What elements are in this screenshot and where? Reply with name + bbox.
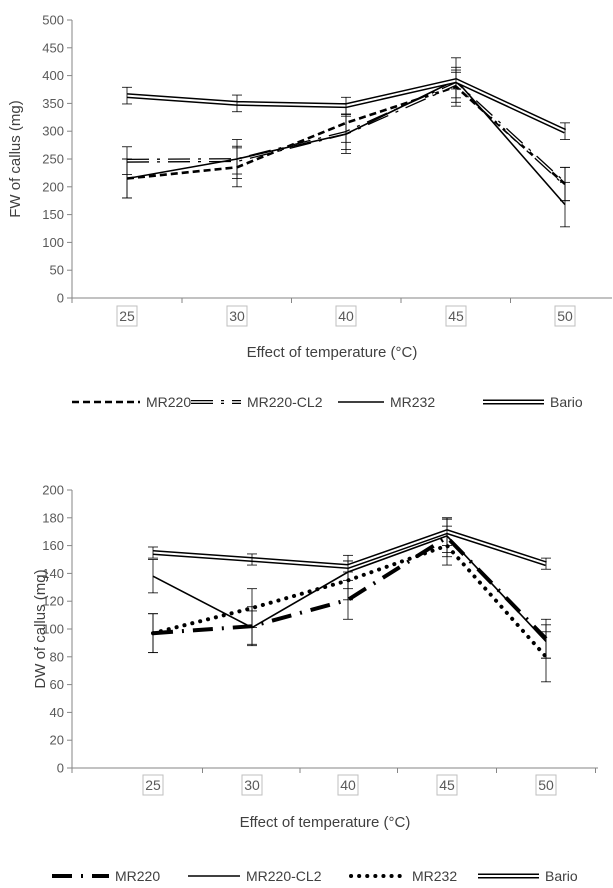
- legend-item: MR232: [349, 868, 457, 884]
- x-tick-label: 40: [338, 308, 354, 324]
- y-tick-label: 100: [42, 622, 64, 637]
- x-tick-label: 45: [439, 777, 455, 793]
- legend-label: Bario: [550, 394, 583, 410]
- x-tick-label: 25: [119, 308, 135, 324]
- y-tick-label: 60: [50, 677, 64, 692]
- y-tick-label: 20: [50, 733, 64, 748]
- y-tick-label: 100: [42, 235, 64, 250]
- legend: MR220 MR220-CL2 MR232 Bario: [72, 394, 583, 410]
- x-tick-box: [142, 774, 164, 796]
- series-mr220: [148, 517, 551, 659]
- y-tick-label: 120: [42, 594, 64, 609]
- y-axis-title: FW of callus (mg): [7, 100, 24, 218]
- y-tick-label: 0: [57, 291, 64, 306]
- x-tick-label: 45: [448, 308, 464, 324]
- x-tick-label: 40: [340, 777, 356, 793]
- x-tick-box: [554, 305, 576, 327]
- legend-item: MR220: [52, 868, 160, 884]
- x-tick-box: [226, 305, 248, 327]
- x-tick-label: 50: [557, 308, 573, 324]
- x-tick-box: [535, 774, 557, 796]
- y-tick-label: 250: [42, 152, 64, 167]
- legend-label: MR220-CL2: [247, 394, 323, 410]
- y-tick-label: 80: [50, 649, 64, 664]
- x-tick-label: 30: [229, 308, 245, 324]
- y-tick-label: 50: [50, 263, 64, 278]
- series-mr232: [122, 57, 570, 228]
- y-tick-label: 140: [42, 566, 64, 581]
- x-tick-box: [116, 305, 138, 327]
- series-mr220-cl2: [148, 518, 551, 659]
- legend-item: MR232: [338, 394, 435, 410]
- x-axis-title: Effect of temperature (°C): [240, 814, 411, 831]
- x-tick-box: [337, 774, 359, 796]
- legend-item: MR220: [72, 394, 191, 410]
- dw-chart: 0 20 40 60 80 100 120 140 160 180 200 25 30 40 45 50 Eff…: [32, 483, 598, 884]
- series-line: [151, 543, 548, 659]
- legend: MR220 MR220-CL2 MR232 Bario: [52, 868, 578, 884]
- legend-label: MR220-CL2: [246, 868, 322, 884]
- series-bario: [122, 71, 570, 140]
- y-tick-label: 0: [57, 761, 64, 776]
- legend-label: MR232: [412, 868, 457, 884]
- legend-item: Bario: [478, 868, 578, 884]
- legend-label: MR220: [115, 868, 160, 884]
- y-tick-label: 150: [42, 207, 64, 222]
- x-tick-box: [335, 305, 357, 327]
- x-tick-label: 30: [244, 777, 260, 793]
- y-tick-label: 450: [42, 40, 64, 55]
- y-axis-title: DW of callus (mg): [32, 569, 49, 688]
- legend-label: MR220: [146, 394, 191, 410]
- x-tick-box: [241, 774, 263, 796]
- y-tick-label: 400: [42, 68, 64, 83]
- x-axis-title: Effect of temperature (°C): [247, 344, 418, 361]
- legend-label: MR232: [390, 394, 435, 410]
- x-tick-label: 25: [145, 777, 161, 793]
- x-tick-label: 50: [538, 777, 554, 793]
- y-tick-label: 180: [42, 510, 64, 525]
- x-tick-box: [436, 774, 458, 796]
- legend-item: MR220-CL2: [188, 868, 322, 884]
- series-bario: [148, 517, 551, 573]
- y-tick-label: 300: [42, 124, 64, 139]
- fw-chart: 0 50 100 150 200 250 300 350 400 450 500 25 30 40 45 50…: [7, 13, 612, 410]
- y-tick-label: 160: [42, 538, 64, 553]
- series-mr232: [148, 525, 551, 683]
- y-tick-label: 500: [42, 13, 64, 28]
- y-tick-label: 200: [42, 179, 64, 194]
- y-tick-label: 40: [50, 705, 64, 720]
- legend-item: Bario: [483, 394, 583, 410]
- y-tick-label: 200: [42, 483, 64, 498]
- x-tick-box: [445, 305, 467, 327]
- y-tick-label: 350: [42, 96, 64, 111]
- legend-item: MR220-CL2: [191, 394, 323, 410]
- legend-label: Bario: [545, 868, 578, 884]
